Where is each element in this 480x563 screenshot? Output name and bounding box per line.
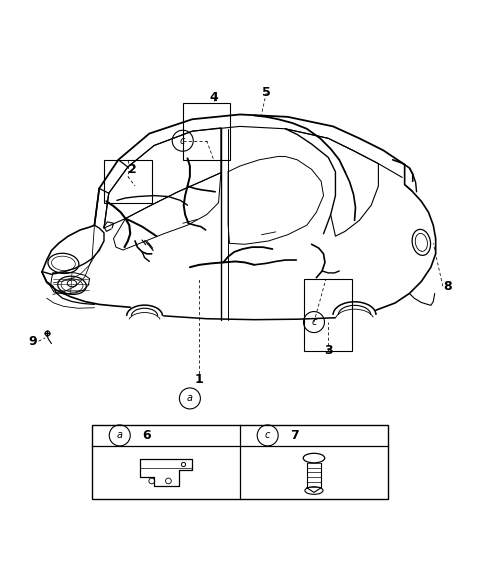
- Text: 4: 4: [209, 91, 218, 104]
- Bar: [104, 160, 152, 203]
- Text: c: c: [265, 430, 270, 440]
- Text: 2: 2: [128, 163, 137, 176]
- Text: 7: 7: [290, 429, 299, 442]
- Text: 5: 5: [262, 87, 271, 100]
- Text: a: a: [117, 430, 123, 440]
- Text: 1: 1: [195, 373, 204, 386]
- Bar: [183, 102, 230, 160]
- Text: a: a: [187, 394, 193, 404]
- Text: 9: 9: [28, 334, 37, 348]
- Text: c: c: [312, 317, 317, 327]
- Bar: [92, 425, 388, 499]
- Text: 3: 3: [324, 344, 333, 357]
- Text: 8: 8: [443, 280, 452, 293]
- Bar: [304, 279, 352, 351]
- Text: c: c: [180, 136, 185, 146]
- Text: 6: 6: [143, 429, 151, 442]
